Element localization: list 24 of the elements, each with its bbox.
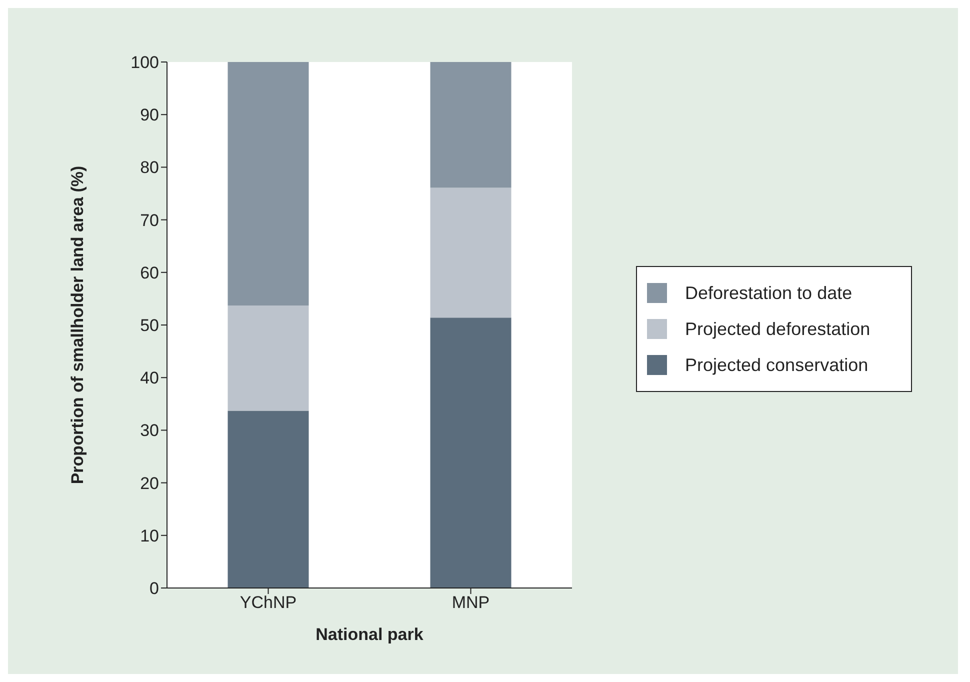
- x-tick-label: YChNP: [240, 593, 297, 612]
- y-tick-label: 40: [140, 368, 159, 388]
- bar: [430, 188, 512, 318]
- y-tick-label: 90: [140, 106, 159, 125]
- bar: [228, 62, 309, 306]
- y-tick-label: 30: [140, 421, 159, 440]
- legend-label: Projected deforestation: [685, 318, 870, 340]
- y-tick-label: 20: [140, 474, 159, 493]
- x-tick-label: MNP: [452, 593, 490, 612]
- y-tick-label: 60: [140, 263, 159, 282]
- bar: [430, 62, 512, 188]
- bar: [228, 306, 309, 411]
- x-axis-title: National park: [316, 625, 424, 644]
- bar: [430, 318, 512, 588]
- y-axis-title: Proportion of smallholder land area (%): [68, 166, 88, 484]
- y-tick-label: 10: [140, 526, 159, 546]
- legend-label: Deforestation to date: [685, 282, 852, 304]
- legend-label: Projected conservation: [685, 354, 868, 376]
- bar: [228, 410, 309, 588]
- y-tick-label: 50: [140, 316, 159, 336]
- y-tick-label: 0: [150, 579, 159, 598]
- y-tick-label: 80: [140, 158, 159, 178]
- y-tick-label: 100: [130, 53, 159, 72]
- y-tick-label: 70: [140, 210, 159, 230]
